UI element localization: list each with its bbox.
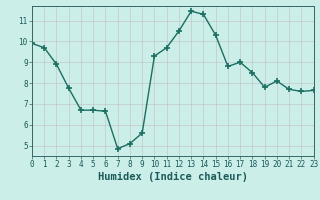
X-axis label: Humidex (Indice chaleur): Humidex (Indice chaleur) [98,172,248,182]
